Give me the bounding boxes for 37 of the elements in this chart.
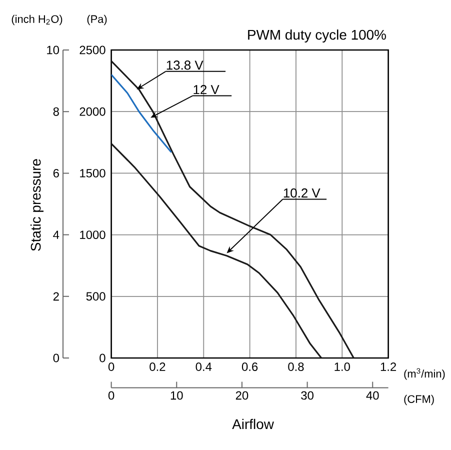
y-tick-label: 1500	[80, 168, 106, 178]
x2-axis-title: (CFM)	[404, 394, 434, 406]
text: (inch H$_{2}$O)	[12, 14, 62, 26]
annotation: 13.8 V	[166, 60, 204, 70]
x-tick-label: 1.0	[334, 362, 350, 371]
chart-title: PWM duty cycle 100%	[248, 29, 386, 42]
x-tick-label: 1.2	[380, 362, 396, 371]
y2-tick-label: 4	[53, 230, 60, 239]
x-tick-label: 0	[108, 362, 114, 371]
y2-axis-title: Static pressure	[30, 159, 44, 251]
line-series	[111, 60, 354, 358]
y2-tick-label: 6	[53, 168, 59, 178]
annotation: 10.2 V	[284, 188, 320, 198]
x2-tick-label: 30	[301, 391, 314, 400]
y-tick-label: 1000	[80, 230, 106, 240]
x2-tick-label: 40	[366, 391, 379, 400]
text: (Pa)	[87, 14, 107, 26]
annotation: 12 V	[194, 85, 220, 94]
x2-tick-label: 20	[236, 391, 248, 400]
x-axis-title: Airflow	[232, 418, 274, 430]
y2-tick-label: 8	[53, 107, 59, 116]
y2-tick-label: 2	[53, 292, 59, 301]
x-tick-label: 0.4	[196, 362, 212, 371]
line-series	[111, 74, 172, 154]
x2-tick-label: 0	[108, 391, 114, 400]
x-tick-label: 0.2	[150, 362, 166, 371]
x2-tick-label: 10	[170, 391, 183, 400]
y2-tick-label: 10	[47, 46, 60, 54]
y-tick-label: 2000	[80, 107, 106, 116]
line-series	[111, 142, 322, 358]
x-tick-label: 0.6	[242, 362, 258, 371]
y-tick-label: 2500	[80, 46, 106, 54]
y2-tick-label: 0	[53, 354, 60, 362]
y-tick-label: 0	[100, 354, 106, 362]
y-tick-label: 500	[86, 292, 106, 301]
x-tick-label: 0.8	[288, 362, 304, 371]
text: (m$^{3}$/min)	[404, 368, 445, 380]
